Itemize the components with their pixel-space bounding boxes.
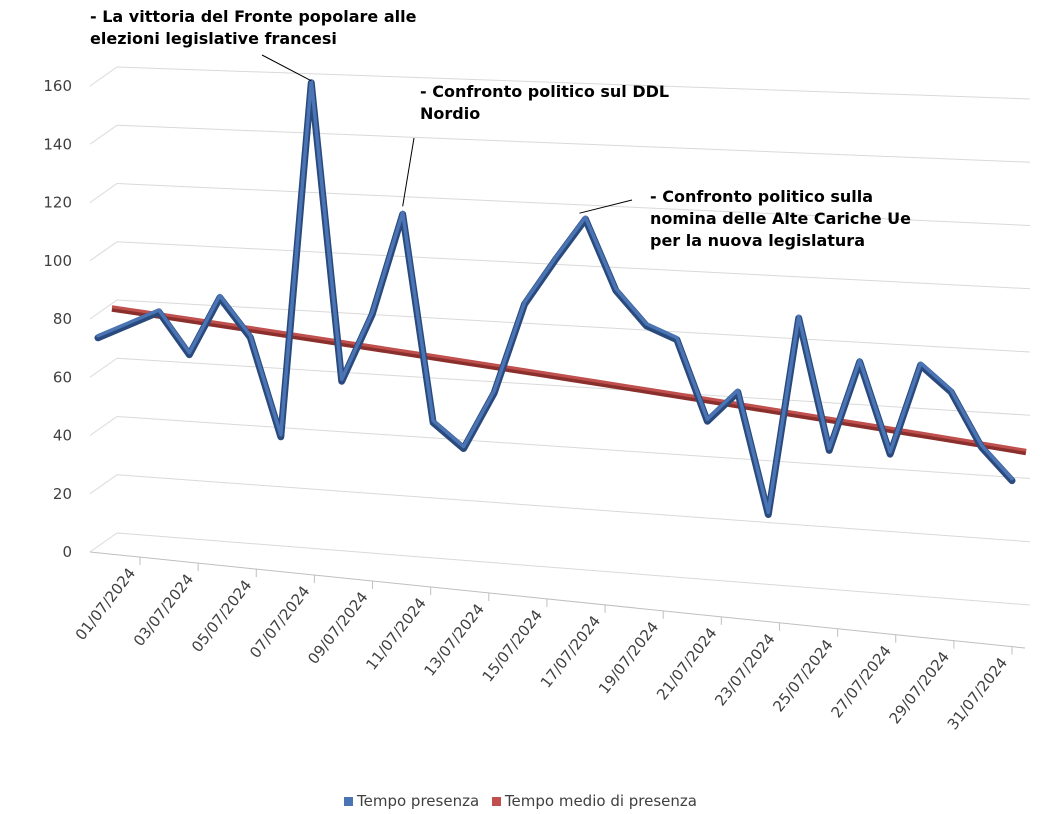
gridline-40-side [89, 416, 118, 436]
y-tick-label: 120 [43, 194, 72, 212]
annotation-text-1: Nordio [420, 104, 480, 123]
annotation-leader-0 [261, 54, 312, 82]
y-tick-label: 160 [43, 77, 72, 95]
annotation-text-0: - La vittoria del Fronte popolare alle [90, 7, 417, 26]
gridline-80 [116, 299, 1031, 353]
legend-item-presence: Tempo presenza [344, 792, 479, 810]
annotation-text-2: - Confronto politico sulla [650, 187, 873, 206]
series-layer [94, 79, 1027, 519]
legend-item-average: Tempo medio di presenza [491, 792, 697, 810]
gridline-120 [116, 183, 1031, 226]
annotation-text-1: - Confronto politico sul DDL [420, 82, 669, 101]
gridline-140 [116, 124, 1031, 163]
y-tick-label: 20 [53, 485, 72, 503]
y-axis-ticks: 0 20 40 60 80 100 120 140 160 [43, 77, 72, 561]
series-presence-shadow [94, 79, 1016, 519]
x-tick-label: 13/07/2024 [421, 600, 488, 679]
gridline-0-side [89, 532, 118, 553]
x-tick-label: 01/07/2024 [72, 565, 139, 644]
x-axis: 01/07/202403/07/202405/07/202407/07/2024… [72, 551, 1026, 733]
gridline-100-side [89, 241, 118, 262]
y-tick-label: 0 [62, 543, 72, 561]
y-tick-label: 40 [53, 427, 72, 445]
annotation-leader-1 [402, 137, 415, 207]
x-tick-label: 07/07/2024 [246, 582, 313, 661]
annotation-text-2: nomina delle Alte Cariche Ue [650, 209, 911, 228]
series-average-line [111, 305, 1027, 452]
legend: Tempo presenza Tempo medio di presenza [0, 792, 1041, 810]
gridline-80-side [89, 299, 118, 320]
legend-swatch-presence [344, 797, 354, 806]
x-tick-label: 19/07/2024 [595, 618, 662, 697]
x-tick-label: 27/07/2024 [827, 642, 894, 721]
x-tick-label: 29/07/2024 [886, 648, 953, 727]
x-tick-label: 23/07/2024 [711, 630, 778, 709]
gridline-120-side [89, 183, 118, 203]
gridline-160 [116, 66, 1031, 100]
legend-swatch-average [491, 797, 501, 806]
annotation-text-2: per la nuova legislatura [650, 231, 865, 250]
annotations: - La vittoria del Fronte popolare alle el… [90, 7, 911, 250]
gridline-160-side [89, 66, 118, 87]
x-tick-label: 25/07/2024 [769, 636, 836, 715]
annotation-leader-2 [579, 199, 633, 214]
gridline-140-side [89, 124, 118, 145]
y-tick-label: 60 [53, 368, 72, 386]
x-axis-line [89, 551, 1026, 649]
y-tick-label: 140 [43, 135, 72, 153]
gridline-40 [116, 416, 1031, 479]
gridline-0 [116, 532, 1031, 606]
x-tick-label: 03/07/2024 [130, 570, 197, 649]
gridlines [89, 66, 1031, 606]
x-tick-label: 17/07/2024 [537, 612, 604, 691]
y-tick-label: 80 [53, 310, 72, 328]
x-tick-label: 09/07/2024 [304, 588, 371, 667]
annotation-text-0: elezioni legislative francesi [90, 29, 337, 48]
gridline-20 [116, 474, 1031, 543]
x-tick-label: 05/07/2024 [188, 576, 255, 655]
x-tick-label: 11/07/2024 [362, 594, 429, 673]
x-tick-label: 15/07/2024 [479, 606, 546, 685]
y-tick-label: 100 [43, 252, 72, 270]
legend-label-average: Tempo medio di presenza [504, 792, 697, 810]
series-presence-line [96, 79, 1014, 515]
gridline-20-side [89, 474, 118, 495]
x-tick-label: 21/07/2024 [653, 624, 720, 703]
gridline-100 [116, 241, 1031, 290]
x-tick-label: 31/07/2024 [944, 654, 1011, 733]
gridline-60 [116, 357, 1031, 416]
legend-label-presence: Tempo presenza [357, 792, 480, 810]
gridline-60-side [89, 357, 118, 378]
